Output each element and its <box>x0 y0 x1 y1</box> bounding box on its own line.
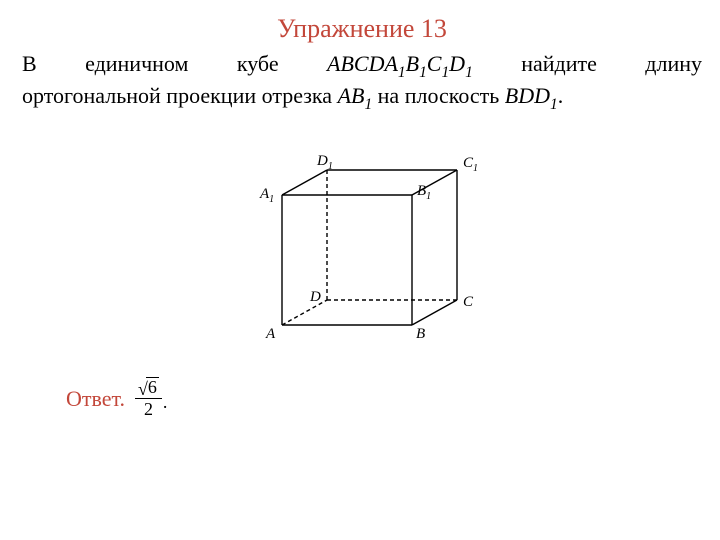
plane-bdd-sub: 1 <box>550 96 558 113</box>
answer-row: Ответ. √ 6 2 . <box>66 378 702 419</box>
cube-sub-1: 1 <box>398 64 406 81</box>
svg-text:C1: C1 <box>463 155 477 174</box>
fraction-numerator: √ 6 <box>135 377 162 399</box>
cube-sub-2: 1 <box>419 64 427 81</box>
cube-figure: ABCDA1B1C1D1 <box>247 135 477 350</box>
svg-text:D: D <box>309 289 321 305</box>
plane-bdd: BDD <box>505 83 550 108</box>
fraction: √ 6 2 <box>135 377 162 418</box>
answer-value: √ 6 2 . <box>135 378 167 419</box>
cube-name-b: B <box>406 51 419 76</box>
svg-text:A: A <box>265 326 276 342</box>
svg-text:C: C <box>463 294 474 310</box>
svg-text:B: B <box>416 326 425 342</box>
answer-period: . <box>163 392 168 413</box>
svg-text:D1: D1 <box>316 153 333 172</box>
problem-text: В единичном кубе ABCDA1B1C1D1 найдите дл… <box>22 50 702 113</box>
cube-name-a: ABCDA <box>327 51 398 76</box>
sqrt-symbol: √ <box>138 380 148 398</box>
sqrt: √ 6 <box>138 377 159 397</box>
problem-line2-end: . <box>558 83 564 108</box>
cube-name-c: C <box>427 51 442 76</box>
cube-name-d: D <box>449 51 465 76</box>
cube-sub-3: 1 <box>441 64 449 81</box>
cube-sub-4: 1 <box>465 64 473 81</box>
figure-container: ABCDA1B1C1D1 <box>22 135 702 350</box>
fraction-denominator: 2 <box>144 399 153 418</box>
problem-line2-pre: ортогональной проекции отрезка <box>22 83 338 108</box>
problem-line1-post: найдите длину <box>473 51 702 76</box>
answer-label: Ответ. <box>66 386 125 412</box>
segment-ab: AB <box>338 83 365 108</box>
problem-line1-pre: В единичном кубе <box>22 51 327 76</box>
exercise-title: Упражнение 13 <box>22 14 702 44</box>
segment-ab-sub: 1 <box>364 96 372 113</box>
svg-text:A1: A1 <box>259 186 274 205</box>
problem-line2-mid: на плоскость <box>372 83 505 108</box>
